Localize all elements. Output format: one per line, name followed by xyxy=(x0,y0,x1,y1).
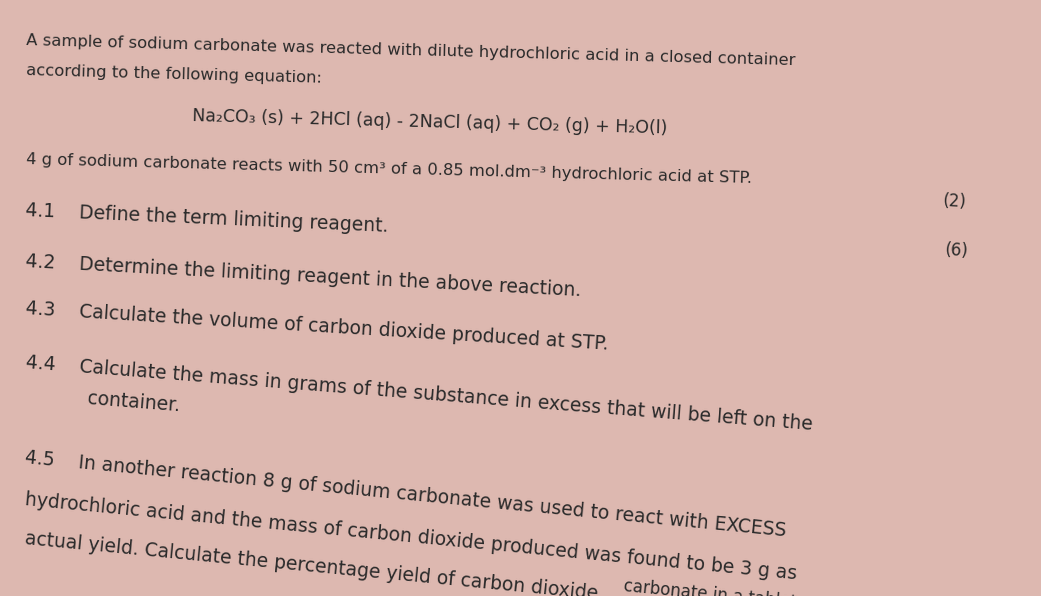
Text: 4.1    Define the term limiting reagent.: 4.1 Define the term limiting reagent. xyxy=(25,201,389,236)
Text: 4.3    Calculate the volume of carbon dioxide produced at STP.: 4.3 Calculate the volume of carbon dioxi… xyxy=(25,299,609,354)
Text: 4.4    Calculate the mass in grams of the substance in excess that will be left : 4.4 Calculate the mass in grams of the s… xyxy=(25,353,813,434)
Text: Na₂CO₃ (s) + 2HCl (aq) - 2NaCl (aq) + CO₂ (g) + H₂O(l): Na₂CO₃ (s) + 2HCl (aq) - 2NaCl (aq) + CO… xyxy=(193,107,667,138)
Text: hydrochloric acid and the mass of carbon dioxide produced was found to be 3 g as: hydrochloric acid and the mass of carbon… xyxy=(24,490,798,583)
Text: 4.2    Determine the limiting reagent in the above reaction.: 4.2 Determine the limiting reagent in th… xyxy=(25,252,582,300)
Text: A sample of sodium carbonate was reacted with dilute hydrochloric acid in a clos: A sample of sodium carbonate was reacted… xyxy=(26,33,795,68)
Text: 4 g of sodium carbonate reacts with 50 cm³ of a 0.85 mol.dm⁻³ hydrochloric acid : 4 g of sodium carbonate reacts with 50 c… xyxy=(26,152,752,186)
Text: carbonate in a tablet,: carbonate in a tablet, xyxy=(623,577,803,596)
Text: 4.5    In another reaction 8 g of sodium carbonate was used to react with EXCESS: 4.5 In another reaction 8 g of sodium ca… xyxy=(24,448,787,541)
Text: container.: container. xyxy=(87,389,181,415)
Text: (6): (6) xyxy=(944,241,968,260)
Text: according to the following equation:: according to the following equation: xyxy=(26,63,322,85)
Text: (2): (2) xyxy=(942,192,967,211)
Text: actual yield. Calculate the percentage yield of carbon dioxide.: actual yield. Calculate the percentage y… xyxy=(24,529,605,596)
